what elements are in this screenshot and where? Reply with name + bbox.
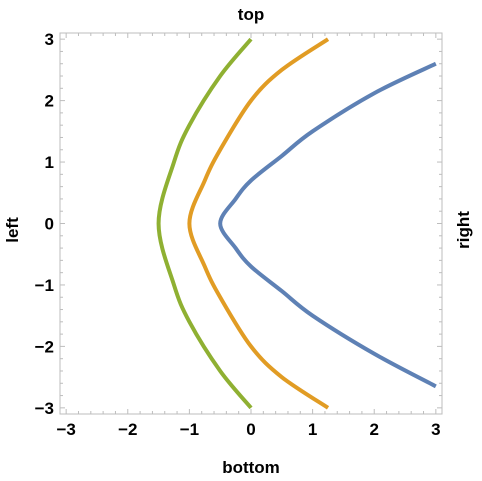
series-line-2 [187,37,330,410]
x-tick-label: 0 [246,420,255,439]
x-tick-label: −1 [180,420,199,439]
x-tick-label: 3 [431,420,440,439]
x-tick-label: −2 [118,420,137,439]
top-frame-label: top [238,5,264,24]
plot-frame [59,32,443,415]
y-tick-label: −3 [35,399,54,418]
ticks [60,33,442,414]
series-group [156,37,437,410]
y-tick-label: 2 [45,92,54,111]
right-frame-label: right [454,211,473,249]
left-frame-label: left [3,217,22,243]
tick-labels: −3 −2 −1 0 1 2 3 −3 −2 −1 0 1 2 3 [35,30,441,439]
y-tick-label: 0 [45,215,54,234]
series-line-3 [156,37,253,410]
x-tick-label: 2 [369,420,378,439]
y-tick-label: 1 [45,153,54,172]
y-tick-label: 3 [45,30,54,49]
series-line-1 [218,61,437,389]
bottom-frame-label: bottom [222,458,280,477]
y-tick-label: −2 [35,337,54,356]
x-tick-label: −3 [56,420,75,439]
x-tick-label: 1 [308,420,317,439]
y-tick-label: −1 [35,276,54,295]
